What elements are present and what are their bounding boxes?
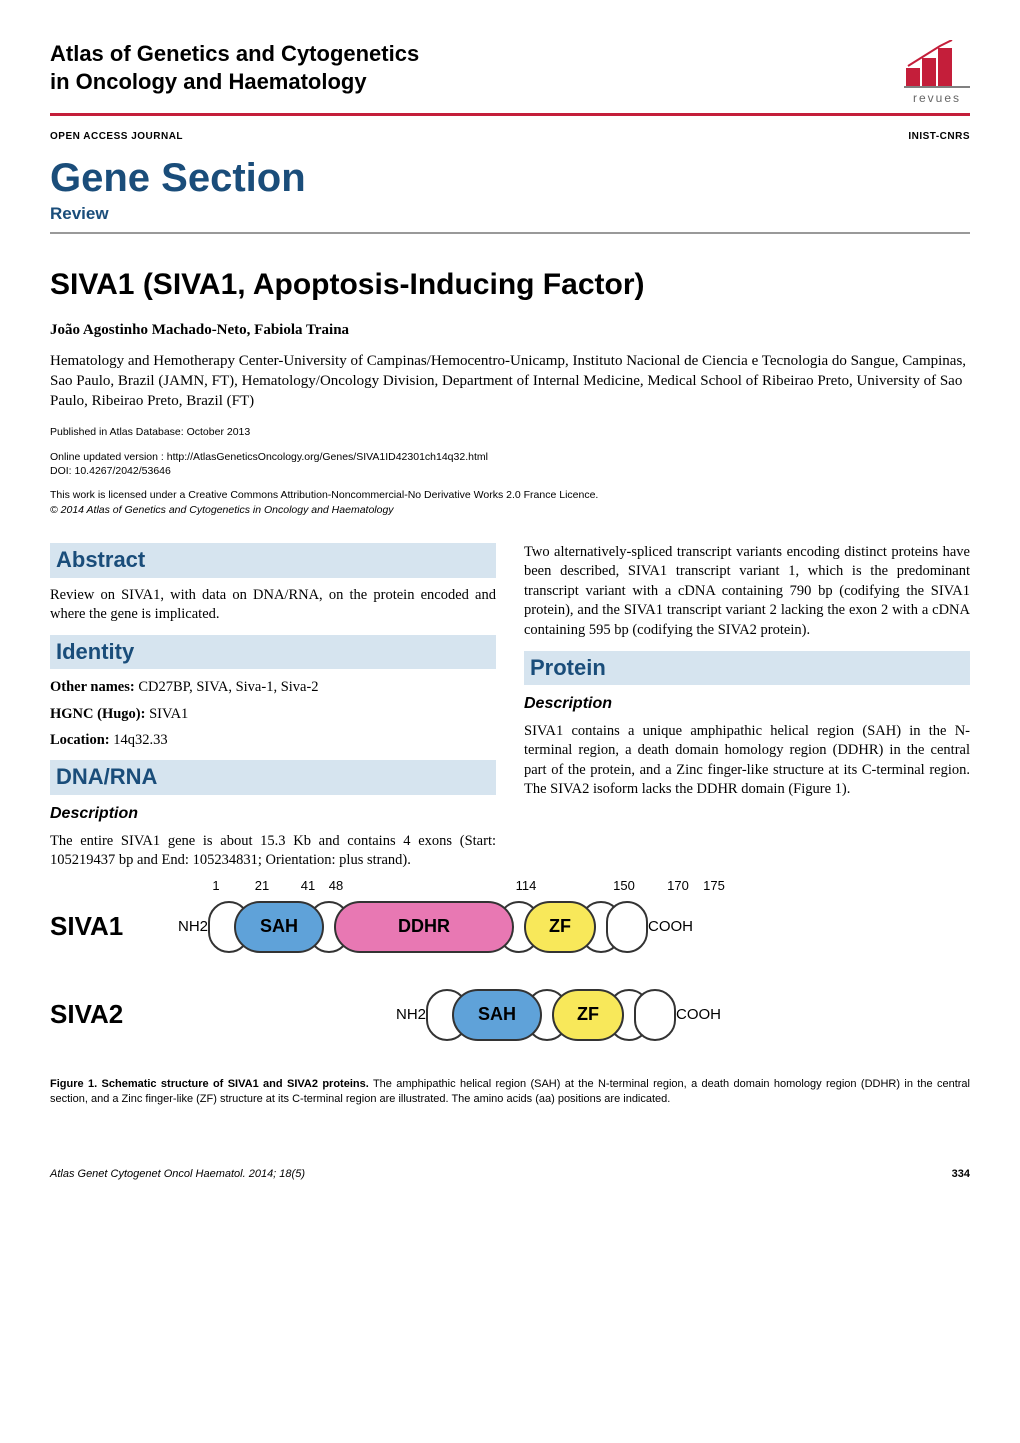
journal-title-block: Atlas of Genetics and Cytogenetics in On… [50,40,419,95]
figure-1-caption-title: Figure 1. Schematic structure of SIVA1 a… [50,1078,369,1090]
hgnc-key: HGNC (Hugo): [50,706,145,722]
affiliation: Hematology and Hemotherapy Center-Univer… [50,351,970,412]
aa-position-label: 175 [703,877,725,895]
license-block: This work is licensed under a Creative C… [50,488,970,516]
other-names-value: CD27BP, SIVA, Siva-1, Siva-2 [135,679,319,695]
aa-position-label: 170 [667,877,689,895]
transcript-variants-body: Two alternatively-spliced transcript var… [524,543,970,641]
online-info: Online updated version : http://AtlasGen… [50,450,970,478]
doi: DOI: 10.4267/2042/53646 [50,464,970,478]
protein-body: SIVA1 contains a unique amphipathic heli… [524,722,970,800]
sah-domain: SAH [234,901,324,953]
siva2-spacer-4 [634,989,676,1041]
inist-label: INIST-CNRS [908,130,970,144]
identity-heading: Identity [50,635,496,670]
siva2-cooh: COOH [676,1004,721,1025]
two-column-layout: Abstract Review on SIVA1, with data on D… [50,533,970,871]
siva1-track: 1214148114150170175 SAH DDHR ZF [216,901,640,953]
aa-position-label: 114 [516,877,537,895]
header-meta-row: OPEN ACCESS JOURNAL INIST-CNRS [50,130,970,144]
revues-logo: revues [904,40,970,107]
zf-domain: ZF [552,989,624,1041]
revues-logo-text: revues [913,90,961,107]
footer-page-number: 334 [952,1167,970,1182]
dnarna-body: The entire SIVA1 gene is about 15.3 Kb a… [50,832,496,871]
siva2-track: SAH ZF [434,989,668,1041]
figure-1-caption: Figure 1. Schematic structure of SIVA1 a… [50,1077,970,1108]
siva1-spacer-5 [606,901,648,953]
abstract-heading: Abstract [50,543,496,578]
siva1-diagram-row: SIVA1 NH2 1214148114150170175 SAH DDHR Z… [50,901,970,953]
revues-logo-icon [904,40,970,88]
other-names-key: Other names: [50,679,135,695]
copyright-text: © 2014 Atlas of Genetics and Cytogenetic… [50,503,970,517]
ddhr-domain: DDHR [334,901,514,953]
protein-heading: Protein [524,651,970,686]
article-title: SIVA1 (SIVA1, Apoptosis-Inducing Factor) [50,264,970,306]
aa-position-label: 41 [301,877,315,895]
journal-header: Atlas of Genetics and Cytogenetics in On… [50,40,970,107]
open-access-label: OPEN ACCESS JOURNAL [50,130,183,144]
journal-title-line1: Atlas of Genetics and Cytogenetics [50,40,419,68]
right-column: Two alternatively-spliced transcript var… [524,533,970,871]
page-footer: Atlas Genet Cytogenet Oncol Haematol. 20… [50,1167,970,1182]
publication-date: Published in Atlas Database: October 201… [50,425,970,440]
gray-divider [50,232,970,234]
siva1-cooh: COOH [648,916,693,937]
license-text: This work is licensed under a Creative C… [50,488,970,502]
section-banner: Gene Section [50,150,970,206]
siva2-diagram-row: SIVA2 NH2 SAH ZF COOH [50,989,970,1041]
siva1-nh2: NH2 [178,916,208,937]
zf-domain: ZF [524,901,596,953]
aa-position-label: 1 [212,877,219,895]
online-version-url: Online updated version : http://AtlasGen… [50,450,970,464]
aa-position-label: 48 [329,877,343,895]
location-row: Location: 14q32.33 [50,730,496,750]
aa-position-label: 21 [255,877,269,895]
other-names-row: Other names: CD27BP, SIVA, Siva-1, Siva-… [50,677,496,697]
figure-1: SIVA1 NH2 1214148114150170175 SAH DDHR Z… [50,901,970,1108]
footer-citation: Atlas Genet Cytogenet Oncol Haematol. 20… [50,1167,305,1182]
location-key: Location: [50,732,110,748]
siva2-label: SIVA2 [50,996,170,1032]
abstract-body: Review on SIVA1, with data on DNA/RNA, o… [50,586,496,625]
hgnc-value: SIVA1 [145,706,188,722]
authors: João Agostinho Machado-Neto, Fabiola Tra… [50,320,970,341]
journal-title-line2: in Oncology and Haematology [50,68,419,96]
sah-domain: SAH [452,989,542,1041]
dnarna-description-heading: Description [50,803,496,825]
protein-description-heading: Description [524,693,970,715]
red-divider-top [50,113,970,116]
left-column: Abstract Review on SIVA1, with data on D… [50,533,496,871]
hgnc-row: HGNC (Hugo): SIVA1 [50,704,496,724]
dnarna-heading: DNA/RNA [50,760,496,795]
siva2-nh2: NH2 [396,1004,426,1025]
aa-position-label: 150 [613,877,635,895]
location-value: 14q32.33 [110,732,168,748]
siva1-label: SIVA1 [50,908,170,944]
